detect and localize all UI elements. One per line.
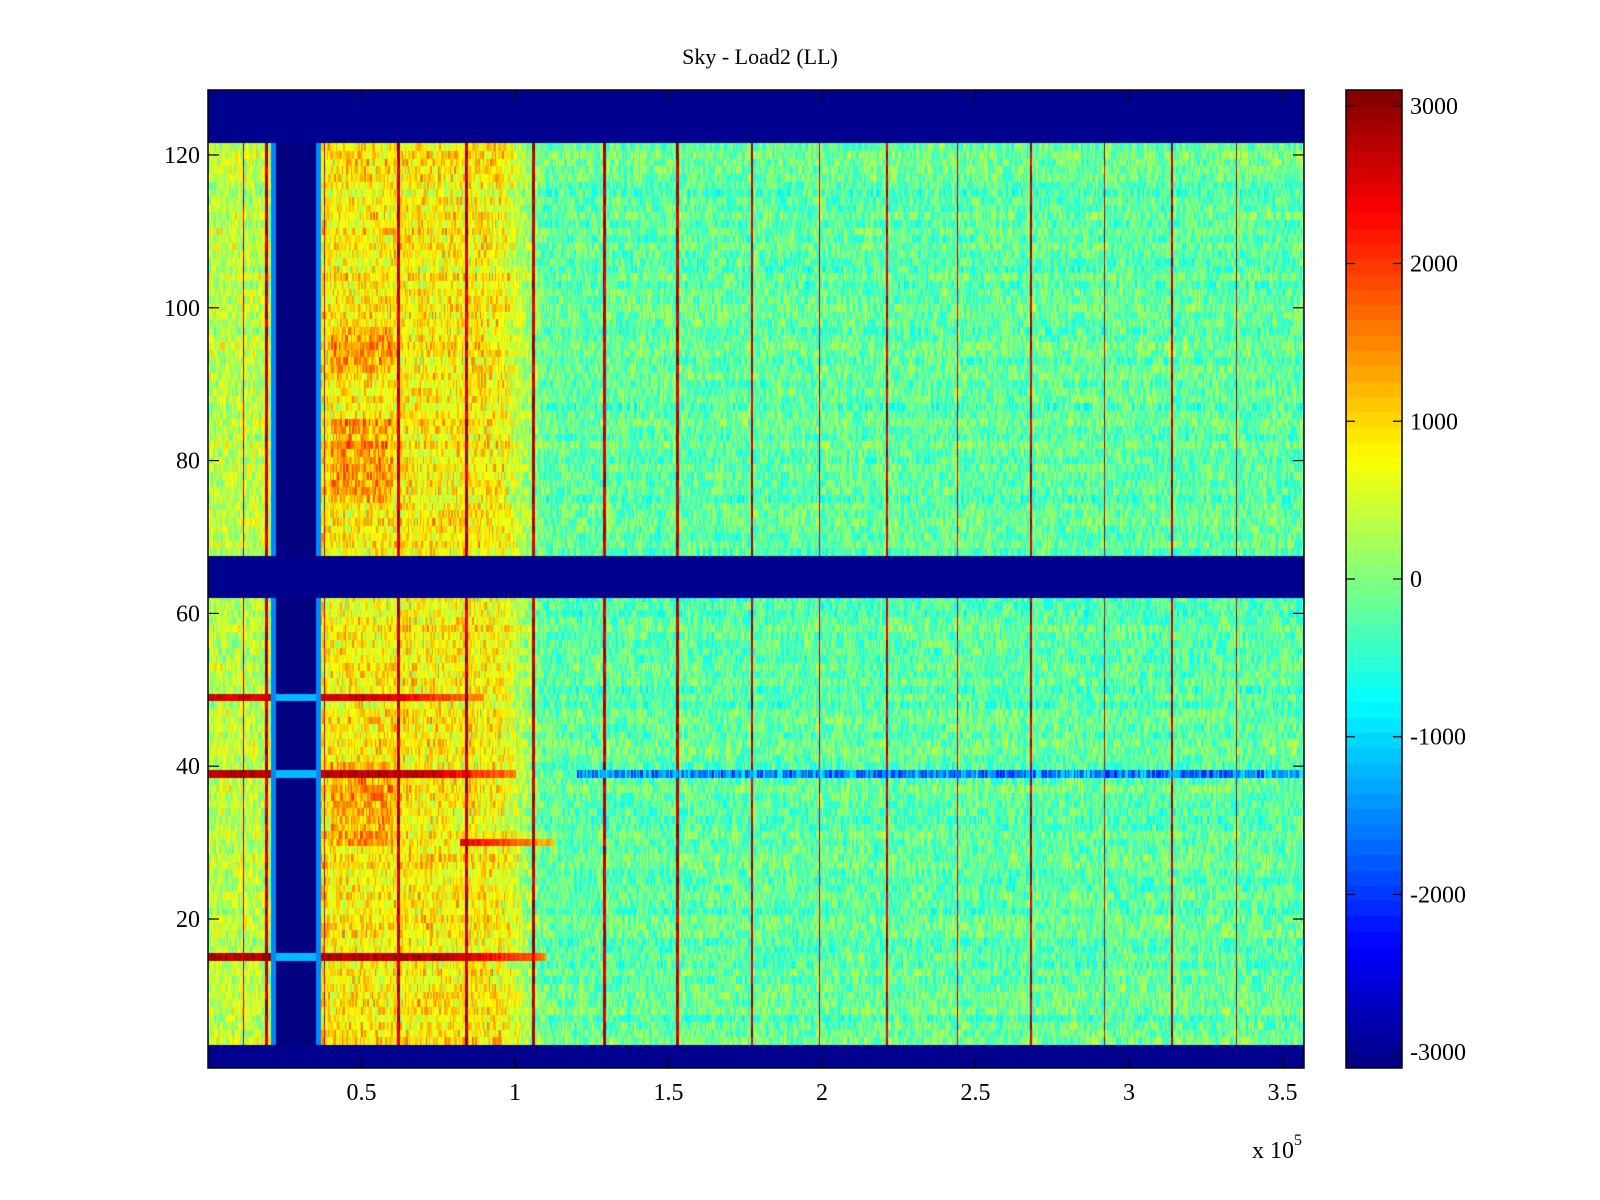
y-tick-label: 100 [164,296,200,322]
x-tick-label: 1.5 [654,1080,684,1106]
x-tick-label: 3 [1123,1080,1135,1106]
x-tick-label: 3.5 [1268,1080,1298,1106]
colorbar-tick-label: -3000 [1410,1040,1466,1066]
x-tick-label: 1 [509,1080,521,1106]
colorbar-tick-label: -1000 [1410,725,1466,751]
y-tick-label: 80 [176,449,200,475]
x-tick-label: 0.5 [347,1080,377,1106]
colorbar-tick-label: 3000 [1410,94,1458,120]
x-multiplier-base: x 10 [1252,1138,1294,1164]
x-tick-label: 2 [816,1080,828,1106]
y-tick-label: 20 [176,907,200,933]
colorbar [1346,90,1402,1068]
y-tick-label: 60 [176,601,200,627]
x-axis-multiplier: x 105 [1252,1132,1302,1165]
x-tick-label: 2.5 [961,1080,991,1106]
x-multiplier-exponent: 5 [1294,1132,1302,1149]
colorbar-tick-label: 1000 [1410,409,1458,435]
y-tick-label: 120 [164,143,200,169]
colorbar-tick-label: 2000 [1410,252,1458,278]
y-tick-label: 40 [176,754,200,780]
colorbar-tick-label: 0 [1410,567,1422,593]
chart-title: Sky - Load2 (LL) [682,44,838,69]
heatmap-image [208,90,1304,1068]
colorbar-tick-label: -2000 [1410,882,1466,908]
